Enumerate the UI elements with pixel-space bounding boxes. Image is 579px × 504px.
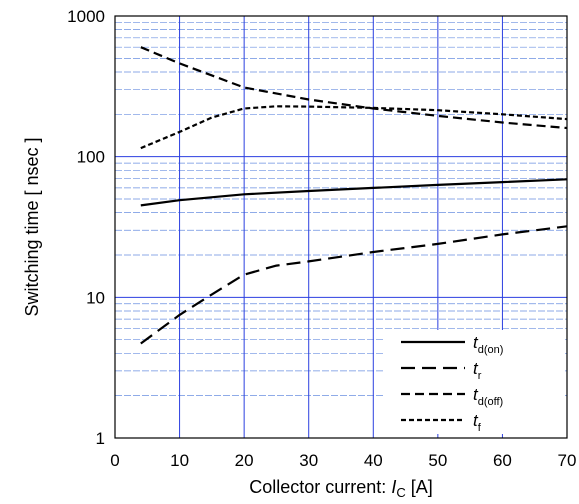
x-tick-label: 70 — [558, 451, 577, 470]
series-line-f — [140, 105, 568, 150]
x-tick-label: 20 — [235, 451, 254, 470]
series-line-d(on) — [140, 178, 568, 207]
series-line-d(off) — [140, 46, 568, 130]
y-tick-label: 1000 — [67, 7, 105, 26]
series-lines — [140, 46, 568, 345]
series-line-r — [140, 225, 568, 345]
x-tick-label: 10 — [170, 451, 189, 470]
y-tick-label: 10 — [86, 288, 105, 307]
y-tick-label: 1 — [96, 429, 105, 448]
legend-box — [383, 330, 563, 434]
grid — [114, 15, 568, 439]
legend-label-d(off): td(off) — [473, 385, 503, 408]
x-axis-label-sub: C — [396, 485, 405, 500]
x-axis-label-prefix: Collector current: — [249, 477, 391, 497]
x-tick-label: 60 — [493, 451, 512, 470]
x-tick-label: 40 — [364, 451, 383, 470]
x-tick-label: 30 — [299, 451, 318, 470]
x-axis-label-unit: [A] — [406, 477, 433, 497]
axis-ticks: 0 10 20 30 40 50 60 70 1 10 100 1000 — [67, 7, 576, 470]
x-tick-label: 0 — [110, 451, 119, 470]
y-axis-label: Switching time [ nsec ] — [22, 137, 42, 316]
x-axis-label-var: I — [391, 477, 396, 497]
x-tick-label: 50 — [428, 451, 447, 470]
legend-label-r: tr — [473, 359, 482, 382]
plot-frame — [114, 15, 568, 439]
legend-label-f: tf — [473, 411, 482, 434]
legend: td(on) tr td(off) tf — [383, 330, 563, 434]
x-axis-label: Collector current: IC [A] — [249, 477, 432, 500]
legend-label-d(on): td(on) — [473, 333, 503, 356]
y-tick-label: 100 — [77, 148, 105, 167]
